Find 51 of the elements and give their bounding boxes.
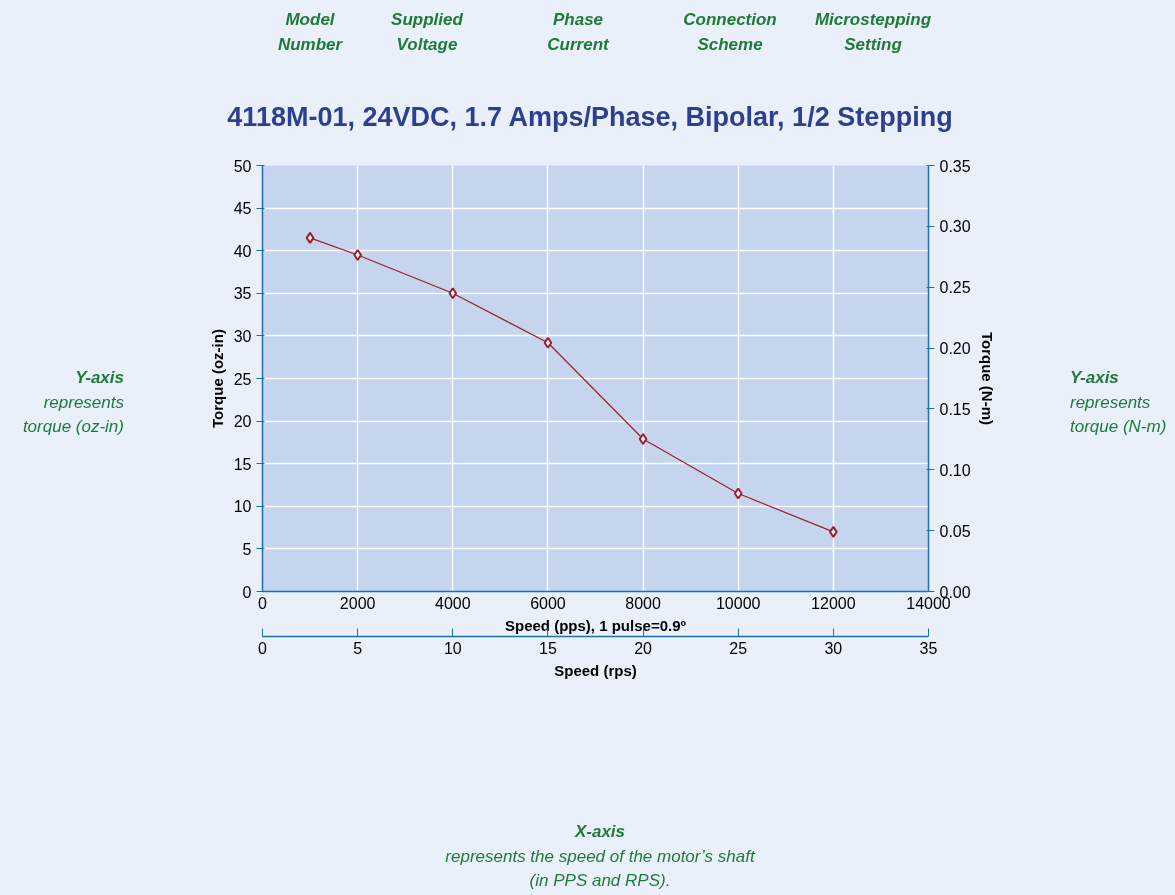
chart-title: 4118M-01, 24VDC, 1.7 Amps/Phase, Bipolar, 1/2 Stepping xyxy=(227,101,953,134)
y2-tick-label: 0.30 xyxy=(939,218,971,236)
y-tick-label: 50 xyxy=(233,157,252,175)
x2-tick-label: 15 xyxy=(539,639,557,657)
x-tick-label: 4000 xyxy=(434,594,471,612)
y2-axis-title: Torque (N-m) xyxy=(978,331,996,426)
x-tick-label: 10000 xyxy=(715,594,761,612)
x2-tick-label: 30 xyxy=(824,639,843,657)
x2-tick-label: 10 xyxy=(443,639,462,657)
x2-tick-label: 20 xyxy=(634,639,653,657)
y-tick-label: 10 xyxy=(233,498,252,516)
y-tick-label: 45 xyxy=(233,200,252,218)
x-tick-label: 6000 xyxy=(530,594,566,612)
y-axis-title: Torque (oz-in) xyxy=(208,329,226,428)
y2-tick-label: 0.35 xyxy=(939,157,971,175)
y2-tick-label: 0.20 xyxy=(939,340,971,358)
y-tick-label: 0 xyxy=(242,583,252,601)
y-tick-label: 35 xyxy=(233,285,252,303)
text: Phase Current xyxy=(547,10,609,54)
x2-tick-label: 25 xyxy=(729,639,748,657)
point xyxy=(543,336,553,349)
x-tick-label: 12000 xyxy=(811,594,856,612)
y2-tick-label: 0.15 xyxy=(939,400,971,418)
y-tick-label: 25 xyxy=(233,370,252,388)
point xyxy=(305,231,315,244)
text: Supplied Voltage xyxy=(391,10,463,54)
y-tick-label: 15 xyxy=(233,455,252,473)
x2-tick-label: 35 xyxy=(919,639,938,657)
y2-tick-label: 0.25 xyxy=(939,279,971,297)
text: Y-axis represents torque (oz-in) xyxy=(22,367,124,439)
x2-axis-title: Speed (rps) xyxy=(554,661,637,679)
x2-tick-label: 5 xyxy=(353,639,363,657)
x-tick-label: 8000 xyxy=(625,594,661,612)
y2-tick-label: 0.05 xyxy=(939,522,971,540)
text: Y-axis represents torque (N-m) xyxy=(1070,367,1167,439)
text: Model Number xyxy=(277,10,343,54)
x2-tick-label: 0 xyxy=(258,639,268,657)
x-tick-label: 0 xyxy=(258,594,268,612)
point xyxy=(638,432,648,445)
text: Connection Scheme xyxy=(683,10,777,54)
y-tick-label: 5 xyxy=(242,540,252,558)
y-tick-label: 40 xyxy=(233,242,252,260)
text: Microstepping Setting xyxy=(814,10,932,54)
x-tick-label: 2000 xyxy=(339,594,376,612)
point xyxy=(448,287,458,300)
y2-tick-label: 0.10 xyxy=(939,461,971,479)
text: X-axis represents the speed of the motor’s shaft (in PPS and RPS). xyxy=(445,821,755,893)
y-tick-label: 30 xyxy=(233,327,252,345)
x-axis-title: Speed (pps), 1 pulse=0.9º xyxy=(505,616,687,634)
point xyxy=(733,487,743,500)
y-tick-label: 20 xyxy=(233,413,252,431)
